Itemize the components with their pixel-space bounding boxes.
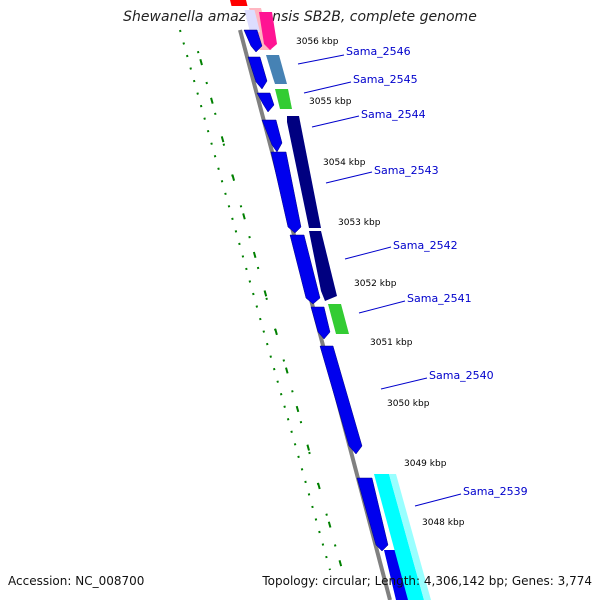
kbp-tick: 3049 kbp: [404, 459, 447, 469]
cds-forward-10: [384, 550, 410, 600]
gene-label[interactable]: Sama_2542: [393, 239, 458, 252]
gene-label[interactable]: Sama_2546: [346, 45, 411, 58]
cds-forward-5: [270, 151, 302, 234]
rna-green-1: [275, 89, 292, 109]
cds-cyan-2: [389, 474, 431, 600]
leader-line: [311, 115, 360, 128]
kbp-tick: 3053 kbp: [338, 218, 381, 228]
leader-line: [358, 300, 406, 314]
leader-line: [414, 493, 462, 507]
cds-forward-4: [261, 119, 283, 153]
kbp-tick: 3050 kbp: [387, 399, 430, 409]
cds-forward-2: [247, 56, 268, 90]
kbp-tick-labels: 3056 kbp 3055 kbp 3054 kbp 3053 kbp 3052…: [296, 37, 465, 528]
leader-line: [344, 246, 392, 260]
gene-label[interactable]: Sama_2541: [407, 292, 472, 305]
genome-summary-text: Topology: circular; Length: 4,306,142 bp…: [262, 574, 592, 588]
cds-forward-9: [356, 477, 389, 552]
accession-text: Accession: NC_008700: [8, 574, 145, 588]
cds-forward-8: [319, 345, 363, 455]
kbp-tick: 3056 kbp: [296, 37, 339, 47]
cds-forward-6: [289, 234, 321, 305]
kbp-tick: 3052 kbp: [354, 279, 397, 289]
cds-forward-3: [256, 92, 275, 113]
rna-green-2: [328, 304, 349, 334]
cds-reverse-1: [287, 116, 321, 228]
leader-line: [303, 81, 352, 94]
gene-label[interactable]: Sama_2540: [429, 369, 494, 382]
kbp-tick: 3048 kbp: [422, 518, 465, 528]
kbp-tick: 3051 kbp: [370, 338, 413, 348]
gene-label[interactable]: Sama_2543: [374, 164, 439, 177]
leader-line: [380, 377, 428, 390]
gene-labels: Sama_2546 Sama_2545 Sama_2544 Sama_2543 …: [346, 45, 528, 498]
cds-forward-7: [310, 306, 331, 340]
cds-forward-1: [243, 29, 263, 53]
gene-leader-lines: [297, 54, 462, 507]
cds-steelblue: [266, 55, 287, 84]
leader-line: [297, 54, 345, 65]
cds-reverse-2: [309, 231, 337, 301]
kbp-tick: 3055 kbp: [309, 97, 352, 107]
gene-label[interactable]: Sama_2545: [353, 73, 418, 86]
gc-track-outer: [179, 29, 331, 571]
leader-line: [325, 171, 373, 184]
kbp-tick: 3054 kbp: [323, 158, 366, 168]
cds-cyan-1: [374, 474, 424, 600]
feature-red: [230, 0, 248, 6]
gene-label[interactable]: Sama_2544: [361, 108, 426, 121]
cds-pink-1: [259, 12, 277, 50]
gene-label[interactable]: Sama_2539: [463, 485, 528, 498]
feature-blue-pale: [244, 10, 260, 32]
map-title: Shewanella amazonensis SB2B, complete ge…: [123, 9, 477, 25]
